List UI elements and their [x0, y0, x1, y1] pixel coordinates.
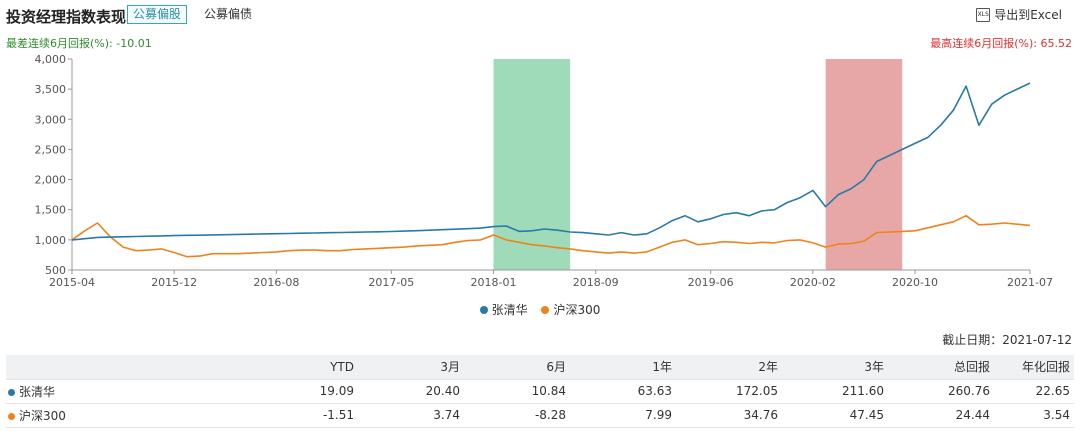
table-cell: 7.99 [570, 403, 676, 428]
table-cell: 3.54 [994, 403, 1074, 428]
x-tick-label: 2020-10 [892, 276, 938, 289]
row-name: 张清华 [19, 384, 56, 399]
table-header-cell: 6月 [464, 355, 570, 380]
worst-6m-label: 最差连续6月回报(%): [6, 37, 113, 50]
x-tick-label: 2016-08 [253, 276, 299, 289]
export-excel-button[interactable]: XLS 导出到Excel [976, 6, 1062, 23]
best-6m-label: 最高连续6月回报(%): [930, 37, 1037, 50]
performance-table: YTD 3月 6月 1年 2年 3年 总回报 年化回报 张清华 19.09 20… [6, 355, 1074, 428]
legend-dot-csi300 [541, 305, 550, 314]
table-cell: 22.65 [994, 379, 1074, 404]
table-header-cell: YTD [254, 355, 358, 380]
row-dot [8, 412, 15, 420]
table-cell: 19.09 [254, 379, 358, 404]
table-cell: 260.76 [888, 379, 994, 404]
best-6m-return: 最高连续6月回报(%): 65.52 [930, 35, 1072, 51]
y-tick-label: 3,500 [35, 83, 67, 96]
best-6m-band [825, 59, 903, 270]
table-cell: -1.51 [254, 403, 358, 428]
y-tick-label: 1,000 [35, 234, 67, 247]
table-header-cell [6, 355, 254, 380]
table-cell: 10.84 [464, 379, 570, 404]
legend-item-manager[interactable]: 张清华 [479, 301, 528, 318]
cutoff-date: 截止日期：2021-07-12 [942, 333, 1072, 347]
tab-bond-funds[interactable]: 公募偏债 [204, 7, 253, 21]
x-tick-label: 2018-01 [471, 276, 517, 289]
y-tick-label: 2,000 [35, 174, 67, 187]
legend-dot-manager [479, 305, 488, 314]
table-header-cell: 1年 [570, 355, 676, 380]
table-cell: 47.45 [782, 403, 888, 428]
row-dot [8, 388, 15, 396]
tab-equity-funds[interactable]: 公募偏股 [127, 5, 188, 24]
legend-label-manager: 张清华 [491, 303, 528, 317]
best-6m-value: 65.52 [1040, 37, 1073, 50]
y-tick-label: 500 [45, 264, 66, 277]
x-tick-label: 2018-09 [573, 276, 619, 289]
chart-legend: 张清华 沪深300 [0, 301, 1080, 318]
x-tick-label: 2015-04 [49, 276, 95, 289]
header-bar: 投资经理指数表现 公募偏股 公募偏债 XLS 导出到Excel [0, 0, 1080, 30]
table-cell: 3.74 [358, 403, 464, 428]
x-tick-label: 2015-12 [151, 276, 197, 289]
table-header-cell: 3年 [782, 355, 888, 380]
y-tick-label: 4,000 [35, 53, 67, 66]
table-header-cell: 年化回报 [994, 355, 1074, 380]
x-tick-label: 2017-05 [368, 276, 414, 289]
worst-6m-value: -10.01 [116, 37, 152, 50]
series-line-csi300 [71, 214, 1031, 258]
y-tick-label: 1,500 [35, 204, 67, 217]
table-cell: 24.44 [888, 403, 994, 428]
x-tick-label: 2019-06 [688, 276, 734, 289]
row-name-cell: 沪深300 [6, 403, 254, 428]
x-tick-label: 2020-02 [790, 276, 836, 289]
table-cell: 63.63 [570, 379, 676, 404]
series-line-manager [71, 82, 1031, 241]
table-cell: -8.28 [464, 403, 570, 428]
table-cell: 211.60 [782, 379, 888, 404]
table-row: 沪深300 -1.51 3.74 -8.28 7.99 34.76 47.45 … [6, 403, 1074, 428]
table-row: 张清华 19.09 20.40 10.84 63.63 172.05 211.6… [6, 379, 1074, 404]
table-cell: 20.40 [358, 379, 464, 404]
export-label: 导出到Excel [994, 8, 1062, 22]
table-header-cell: 总回报 [888, 355, 994, 380]
page-title: 投资经理指数表现 [6, 8, 127, 26]
legend-item-csi300[interactable]: 沪深300 [541, 301, 600, 318]
table-cell: 34.76 [676, 403, 782, 428]
xls-icon: XLS [976, 7, 991, 22]
index-line-chart: 500 1,000 1,500 2,000 2,500 3,000 3,500 4,000 20… [35, 53, 1053, 289]
legend-label-csi300: 沪深300 [553, 303, 601, 317]
table-header-cell: 3月 [358, 355, 464, 380]
row-name: 沪深300 [19, 408, 66, 423]
y-tick-label: 3,000 [35, 113, 67, 126]
y-tick-label: 2,500 [35, 143, 67, 156]
row-name-cell: 张清华 [6, 379, 254, 404]
table-header-cell: 2年 [676, 355, 782, 380]
worst-6m-return: 最差连续6月回报(%): -10.01 [6, 35, 152, 51]
table-header-row: YTD 3月 6月 1年 2年 3年 总回报 年化回报 [6, 355, 1074, 380]
table-cell: 172.05 [676, 379, 782, 404]
x-tick-label: 2021-07 [1007, 276, 1053, 289]
worst-6m-band [493, 59, 571, 270]
